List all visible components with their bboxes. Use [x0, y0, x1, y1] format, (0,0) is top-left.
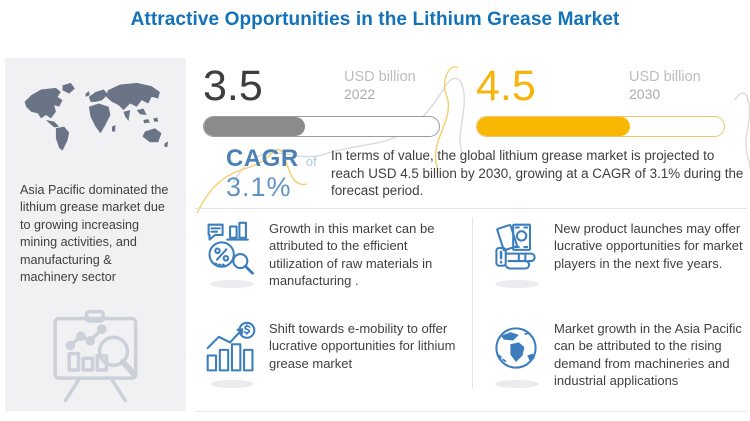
- region-insight-text: Asia Pacific dominated the lithium greas…: [20, 183, 169, 284]
- presentation-chart-magnifier-icon: [38, 307, 154, 405]
- insight-text: Shift towards e-mobility to offer lucrat…: [269, 321, 456, 371]
- market-analysis-icon: [207, 221, 254, 275]
- insight-raw-materials: Growth in this market can be attributed …: [195, 212, 472, 312]
- divider-horizontal-bottom: [195, 411, 747, 412]
- globe-icon: [495, 327, 537, 369]
- insight-emobility: Shift towards e-mobility to offer lucrat…: [195, 312, 472, 411]
- region-highlight-panel: Asia Pacific dominated the lithium greas…: [5, 58, 186, 411]
- insight-text: Growth in this market can be attributed …: [269, 221, 435, 288]
- insight-asia-pacific-demand: Market growth in the Asia Pacific can be…: [472, 312, 750, 411]
- stat-2022-value: 3.5: [203, 62, 263, 110]
- cagr-connector: of: [305, 154, 317, 169]
- insight-product-launches: New product launches may offer lucrative…: [472, 212, 750, 312]
- icon-shadow: [495, 380, 539, 388]
- page-title: Attractive Opportunities in the Lithium …: [130, 9, 620, 30]
- cagr-block: CAGR of 3.1%: [226, 146, 326, 202]
- icon-shadow: [210, 380, 254, 388]
- divider-vertical: [472, 217, 473, 388]
- stat-2022: 3.5 USD billion 2022: [203, 64, 440, 137]
- world-map: [24, 82, 169, 151]
- money-hand-icon: [495, 223, 536, 270]
- progress-track-2022: [203, 116, 440, 137]
- cagr-value: 3.1%: [226, 172, 292, 203]
- stat-2030-year: 2030: [629, 85, 661, 102]
- growth-dollar-icon: [206, 321, 256, 372]
- progress-fill-2030: [477, 117, 631, 136]
- progress-fill-2022: [204, 117, 306, 136]
- cagr-label: CAGR: [226, 145, 299, 172]
- insight-text: Market growth in the Asia Pacific can be…: [554, 321, 742, 388]
- stat-2022-unit: USD billion: [344, 69, 416, 85]
- insights-grid: Growth in this market can be attributed …: [195, 212, 750, 411]
- icon-shadow: [495, 280, 539, 288]
- insight-text: New product launches may offer lucrative…: [554, 221, 743, 271]
- stat-2030: 4.5 USD billion 2030: [476, 64, 725, 137]
- divider-horizontal-top: [195, 208, 747, 209]
- icon-shadow: [210, 280, 254, 288]
- progress-track-2030: [476, 116, 725, 137]
- stat-2022-year: 2022: [344, 85, 376, 102]
- market-summary-text: In terms of value, the global lithium gr…: [331, 148, 744, 199]
- stat-2030-value: 4.5: [476, 62, 536, 110]
- stat-2030-unit: USD billion: [629, 69, 701, 85]
